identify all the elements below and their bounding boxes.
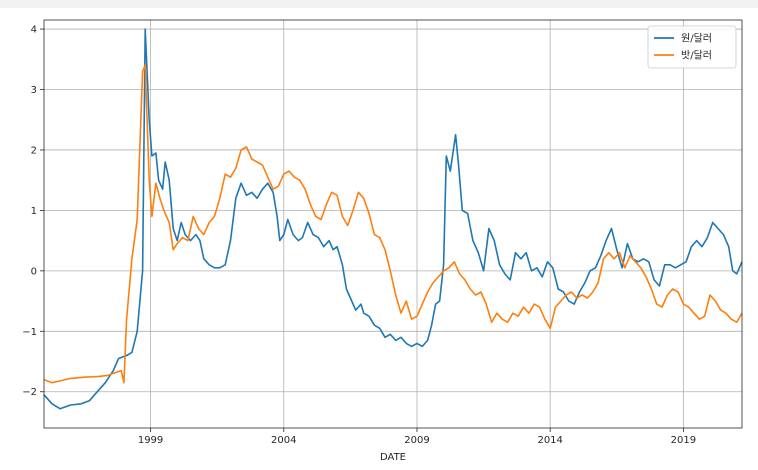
y-tick-label: 3 bbox=[31, 85, 37, 96]
legend: 원/달러밧/달러 bbox=[647, 25, 737, 69]
x-tick-label: 2004 bbox=[271, 435, 296, 446]
legend-box bbox=[647, 25, 737, 69]
x-tick-label: 2009 bbox=[404, 435, 429, 446]
y-tick-label: 1 bbox=[31, 206, 37, 217]
legend-entry-label: 원/달러 bbox=[681, 33, 712, 45]
x-tick-label: 1999 bbox=[138, 435, 163, 446]
y-tick-label: 0 bbox=[31, 266, 37, 277]
y-tick-label: 2 bbox=[31, 145, 37, 156]
y-axis-ticks: 4 3 2 1 0 −1 −2 bbox=[22, 25, 44, 398]
x-tick-label: 2019 bbox=[671, 435, 696, 446]
y-tick-label: −2 bbox=[22, 387, 37, 398]
y-tick-label: −1 bbox=[22, 327, 37, 338]
x-axis-label: DATE bbox=[380, 452, 406, 463]
grid-lines bbox=[44, 20, 742, 428]
series-lines bbox=[43, 28, 743, 410]
y-tick-label: 4 bbox=[31, 25, 37, 36]
series-line-0 bbox=[43, 28, 743, 410]
x-axis-ticks: 1999 2004 2009 2014 2019 bbox=[138, 428, 696, 446]
x-tick-label: 2014 bbox=[537, 435, 562, 446]
plot-frame bbox=[43, 19, 743, 429]
legend-entry-label: 밧/달러 bbox=[681, 50, 712, 62]
top-toolbar-strip bbox=[0, 0, 758, 8]
series-line-1 bbox=[43, 64, 743, 384]
